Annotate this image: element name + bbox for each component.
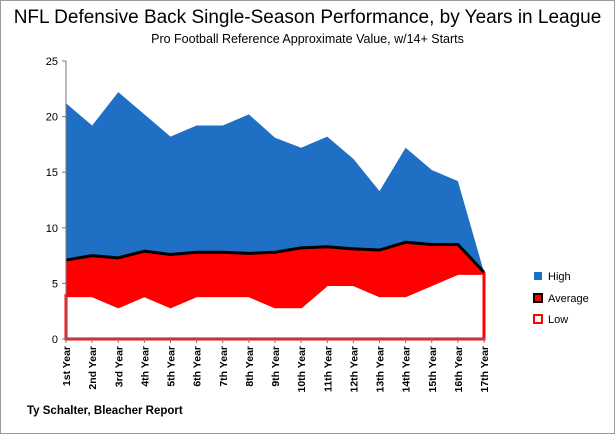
- x-tick-label: 8th Year: [244, 346, 256, 387]
- legend-item-low: Low: [533, 314, 568, 326]
- x-tick-label: 3rd Year: [113, 346, 125, 387]
- x-tick-label: 9th Year: [270, 346, 282, 387]
- y-tick-label: 15: [46, 167, 58, 179]
- legend-swatch-high: [534, 272, 542, 280]
- x-tick-label: 4th Year: [139, 346, 151, 387]
- x-tick-label: 17th Year: [479, 346, 491, 393]
- x-tick-label: 7th Year: [218, 346, 230, 387]
- chart-subtitle: Pro Football Reference Approximate Value…: [151, 32, 464, 46]
- x-tick-label: 6th Year: [192, 346, 204, 387]
- y-tick-label: 25: [46, 56, 58, 68]
- legend-item-high: High: [534, 271, 571, 283]
- line-average: [65, 240, 486, 274]
- y-tick-label: 0: [52, 334, 58, 346]
- x-tick-label: 12th Year: [348, 346, 360, 393]
- legend-label: High: [548, 271, 571, 283]
- legend-swatch-low: [533, 314, 543, 324]
- axes-layer: 0 5 10 15 20 25 1st Year 2nd Year 3rd Year 4th Ye…: [46, 56, 491, 393]
- chart-credit: Ty Schalter, Bleacher Report: [27, 405, 183, 417]
- x-tick-label: 13th Year: [375, 346, 387, 393]
- legend-label: Average: [548, 293, 589, 305]
- area-low: [64, 271, 486, 341]
- chart-title: NFL Defensive Back Single-Season Perform…: [13, 7, 602, 28]
- x-tick-label: 14th Year: [401, 346, 413, 393]
- x-tick-label: 1st Year: [61, 346, 73, 386]
- x-tick-label: 10th Year: [296, 346, 308, 393]
- legend: High Average Low: [533, 271, 589, 326]
- y-tick-label: 10: [46, 223, 58, 235]
- y-tick-label: 5: [52, 278, 58, 290]
- x-tick-label: 2nd Year: [87, 346, 99, 390]
- legend-item-average: Average: [533, 293, 589, 305]
- legend-label: Low: [548, 314, 568, 326]
- x-tick-label: 16th Year: [453, 346, 465, 393]
- y-tick-label: 20: [46, 112, 58, 124]
- x-tick-label: 15th Year: [427, 346, 439, 393]
- legend-swatch-average: [533, 293, 543, 303]
- x-tick-label: 5th Year: [166, 346, 178, 387]
- area-layer: [64, 92, 486, 341]
- x-tick-label: 11th Year: [322, 346, 334, 392]
